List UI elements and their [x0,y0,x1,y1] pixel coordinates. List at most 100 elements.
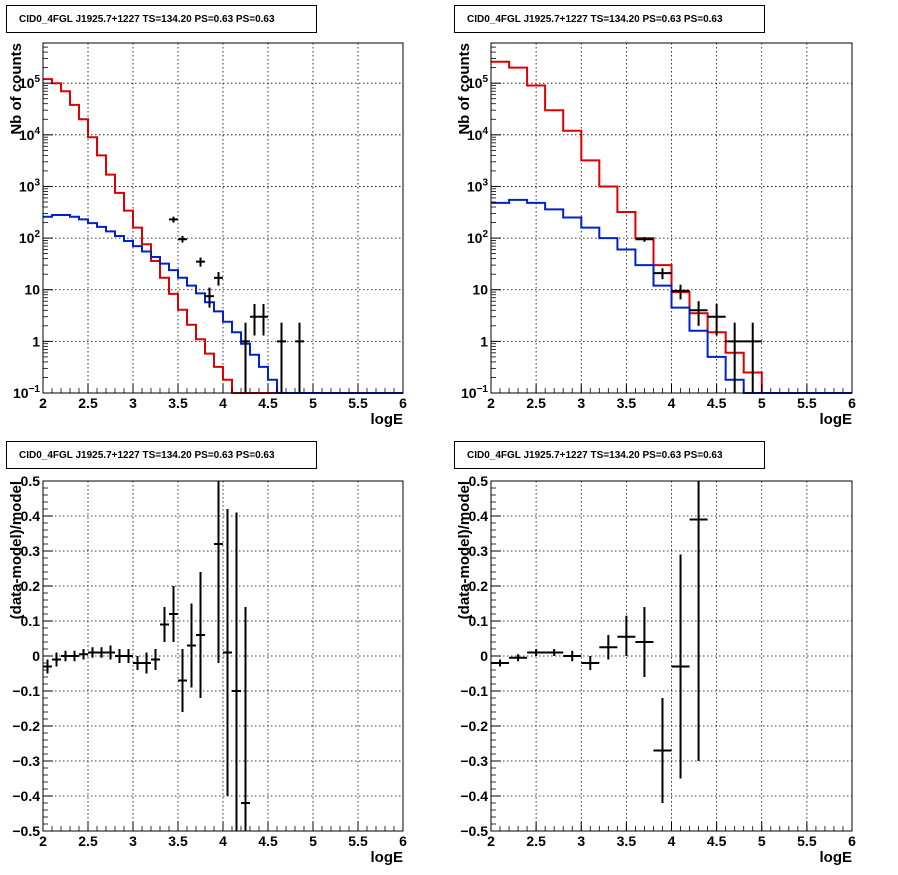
x-tick-label: 4 [219,833,227,849]
x-tick-label: 4 [668,395,676,411]
data-point [196,257,205,267]
y-axis-label: Nb of counts [8,43,25,135]
x-axis-label: logE [820,849,853,866]
y-tick-label: 0.1 [21,613,41,629]
data-point [689,481,708,761]
x-tick-label: 5 [309,833,317,849]
y-tick-label: 0 [32,648,40,664]
data-point [97,647,106,658]
y-tick-label: −0.1 [460,683,488,699]
y-tick-label: 1 [480,333,488,349]
x-axis-label: logE [371,411,404,428]
data-point [214,272,223,286]
x-tick-label: 2.5 [78,833,98,849]
data-point [133,656,142,670]
y-tick-label: 104 [467,126,489,143]
data-point [178,235,187,243]
series-line-model [491,60,852,394]
y-tick-label: −0.4 [12,788,40,804]
x-tick-label: 5.5 [797,395,817,411]
chart-title: CID0_4FGL J1925.7+1227 TS=134.20 PS=0.63… [454,441,765,469]
x-tick-label: 5 [758,395,766,411]
y-tick-label: −0.3 [460,753,488,769]
chart-title: CID0_4FGL J1925.7+1227 TS=134.20 PS=0.63… [454,5,765,33]
x-tick-label: 3.5 [617,833,637,849]
y-axis-label: (data-model)/model [456,481,473,619]
chart-panel-4: 2 2.5 3 3.5 4 4.5 5 5.5 6logE−0.5−0.4−0.3−0.2−0.… [456,473,856,866]
x-tick-label: 6 [399,395,407,411]
chart-title: CID0_4FGL J1925.7+1227 TS=134.20 PS=0.63… [6,441,317,469]
data-point [169,586,178,642]
y-tick-label: 0.5 [21,473,41,489]
data-point [196,572,205,698]
x-tick-label: 3 [129,833,137,849]
y-tick-label: 0.4 [21,508,41,524]
x-tick-label: 5 [309,395,317,411]
data-point [43,659,52,674]
data-point [277,322,286,393]
data-point [707,303,726,336]
x-tick-label: 2.5 [78,395,98,411]
y-tick-label: 103 [467,177,489,194]
data-point [635,236,654,242]
y-tick-label: −0.5 [460,823,488,839]
y-tick-label: 1 [32,333,40,349]
y-tick-label: 0 [480,648,488,664]
x-tick-label: 2.5 [526,395,546,411]
y-axis-label: Nb of counts [456,43,473,135]
y-tick-label: 102 [19,229,41,246]
grid [491,481,852,831]
x-tick-label: 4.5 [707,395,727,411]
y-tick-label: 10−1 [13,384,40,401]
data-point [241,607,250,831]
grid [43,481,403,831]
y-tick-label: 105 [467,74,489,91]
data-point [115,649,124,663]
x-tick-label: 3 [577,395,585,411]
x-tick-label: 2 [39,395,47,411]
data-point [142,652,151,674]
data-points [491,481,708,803]
y-tick-label: 104 [19,126,41,143]
y-tick-label: 103 [19,177,41,194]
y-tick-label: 0.5 [469,473,489,489]
x-tick-label: 4.5 [258,395,278,411]
x-tick-label: 5 [758,833,766,849]
data-point [223,509,232,796]
x-tick-label: 3 [577,833,585,849]
x-tick-label: 4.5 [707,833,727,849]
y-tick-label: 0.3 [21,543,41,559]
x-tick-label: 4 [668,833,676,849]
data-point [581,656,600,670]
y-axis: −0.5 −0.4 −0.3 −0.2 −0.1 0 0.1 0.2 0.3 0.4 0.5 [12,473,53,839]
data-points [169,216,304,393]
y-tick-label: 0.4 [469,508,489,524]
y-tick-label: 0.1 [469,613,489,629]
x-axis: 2 2.5 3 3.5 4 4.5 5 5.5 6 [39,822,407,849]
chart-title: CID0_4FGL J1925.7+1227 TS=134.20 PS=0.63… [6,5,317,33]
x-tick-label: 3 [129,395,137,411]
x-axis: 2 2.5 3 3.5 4 4.5 5 5.5 6 [487,822,856,849]
data-point [178,649,187,712]
data-point [232,512,241,831]
data-point [527,649,546,656]
y-tick-label: −0.1 [12,683,40,699]
x-tick-label: 6 [399,833,407,849]
x-tick-label: 6 [848,395,856,411]
data-point [250,303,259,336]
y-tick-label: 105 [19,74,41,91]
data-point [151,649,160,670]
y-tick-label: −0.2 [460,718,488,734]
data-point [70,650,79,662]
grid [43,43,403,393]
data-point [563,650,582,662]
y-tick-label: 102 [467,229,489,246]
x-tick-label: 3.5 [168,833,188,849]
data-point [725,322,744,393]
y-axis: −0.5 −0.4 −0.3 −0.2 −0.1 0 0.1 0.2 0.3 0.4 0.5 [460,473,501,839]
y-tick-label: 0.2 [21,578,41,594]
data-point [545,649,564,656]
data-points [43,481,250,831]
data-point [214,481,223,663]
